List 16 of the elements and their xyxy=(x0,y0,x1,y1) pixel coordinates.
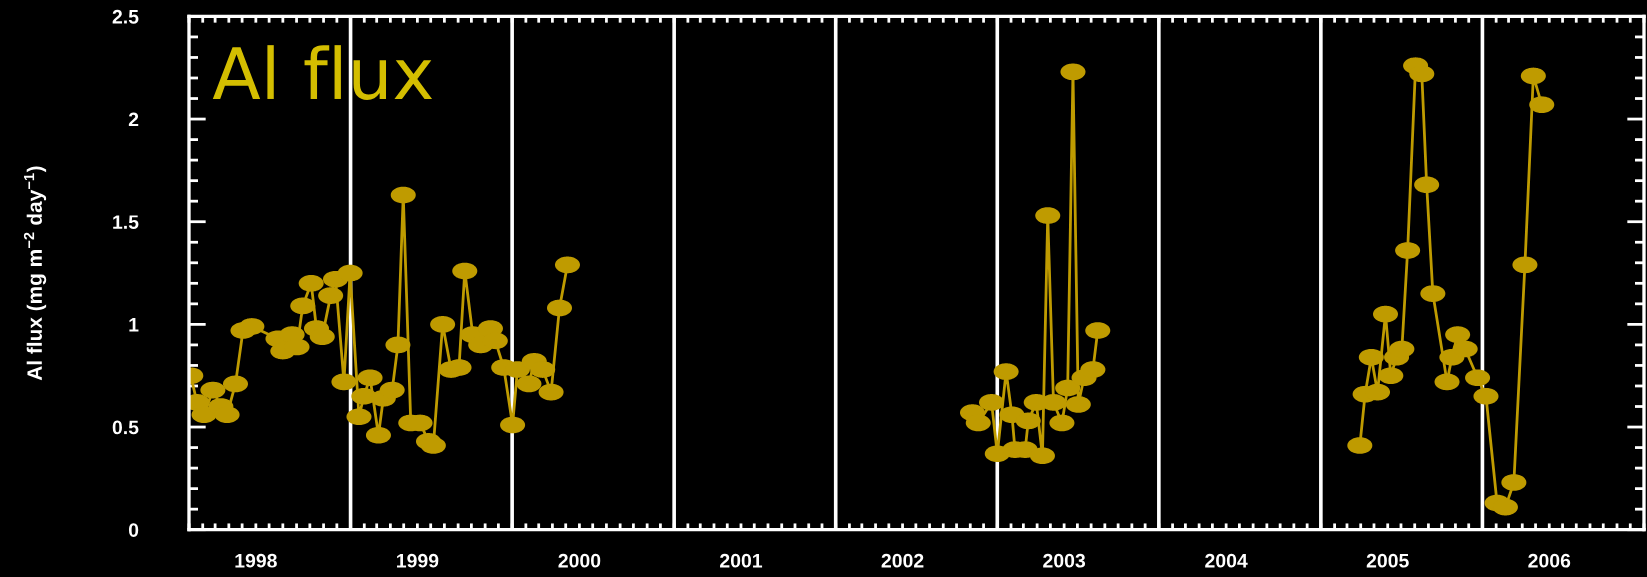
x-tick-label: 2003 xyxy=(1043,553,1086,568)
y-tick-label: 0 xyxy=(128,523,139,537)
y-tick-label: 1.5 xyxy=(113,215,139,229)
x-tick-label: 1999 xyxy=(397,553,439,568)
y-tick-label: 2 xyxy=(128,112,139,127)
x-tick-label: 2000 xyxy=(558,553,601,568)
x-tick-label: 1998 xyxy=(235,553,277,568)
x-tick-label: 2005 xyxy=(1366,553,1409,568)
y-tick-label: 0.5 xyxy=(112,420,139,435)
x-tick-label: 2001 xyxy=(720,553,763,568)
y-tick-label: 1 xyxy=(129,318,139,332)
y-axis-title: Al flux (mg m$^{−2}$ day$^{−1}$) xyxy=(23,166,47,381)
x-tick-label: 2004 xyxy=(1205,553,1248,568)
x-tick-label: 2006 xyxy=(1528,553,1571,568)
x-tick-label: 2002 xyxy=(881,553,924,568)
y-tick-label: 2.5 xyxy=(112,9,139,24)
